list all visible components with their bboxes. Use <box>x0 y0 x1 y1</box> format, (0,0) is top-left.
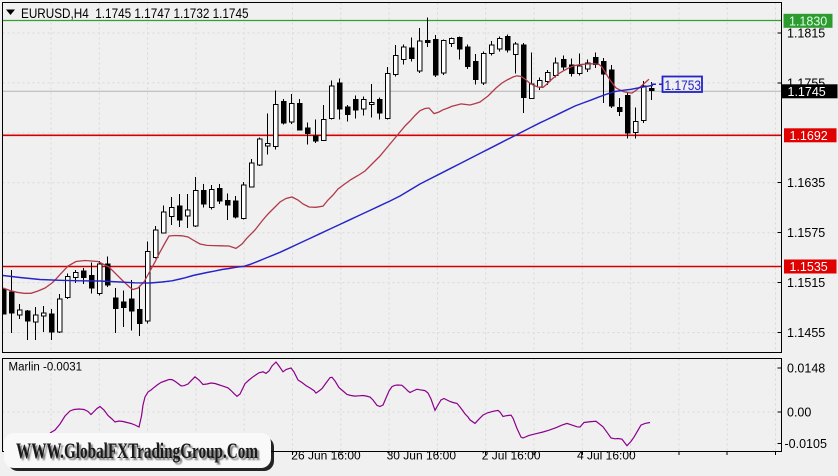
svg-text:EURUSD,H4 1.1745 1.1747 1.173: EURUSD,H4 1.1745 1.1747 1.1732 1.1745 <box>21 6 249 21</box>
svg-text:1.1692: 1.1692 <box>790 129 828 143</box>
svg-text:1.1815: 1.1815 <box>787 27 825 41</box>
svg-text:WWW.GlobalFXTradingGroup.Com: WWW.GlobalFXTradingGroup.Com <box>18 440 260 465</box>
svg-text:WWW.GlobalFXTradingGroup.Com: WWW.GlobalFXTradingGroup.Com <box>16 438 258 463</box>
svg-text:Marlin -0.0031: Marlin -0.0031 <box>9 362 83 374</box>
svg-text:1.1535: 1.1535 <box>790 260 828 274</box>
svg-text:1.1830: 1.1830 <box>789 14 827 28</box>
svg-text:0.0148: 0.0148 <box>787 362 825 376</box>
svg-text:2 Jul 16:00: 2 Jul 16:00 <box>482 449 541 463</box>
svg-text:0.00: 0.00 <box>787 406 811 420</box>
svg-text:1.1745: 1.1745 <box>788 85 826 99</box>
svg-text:30 Jun 16:00: 30 Jun 16:00 <box>387 449 457 463</box>
svg-text:1.1575: 1.1575 <box>787 226 825 240</box>
svg-text:4 Jul 16:00: 4 Jul 16:00 <box>577 449 636 463</box>
svg-text:1.1455: 1.1455 <box>787 326 825 340</box>
svg-text:1.1753: 1.1753 <box>665 77 702 93</box>
svg-text:-0.0105: -0.0105 <box>785 437 827 451</box>
svg-text:1.1635: 1.1635 <box>787 176 825 190</box>
svg-text:1.1515: 1.1515 <box>787 276 825 290</box>
svg-text:26 Jun 16:00: 26 Jun 16:00 <box>291 449 361 463</box>
